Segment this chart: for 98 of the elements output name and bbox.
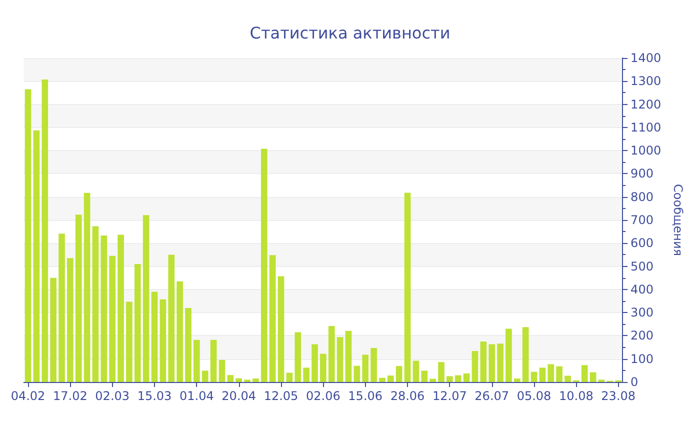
x-tick-label: 23.08 [601,389,636,403]
bar [336,337,344,382]
x-tick-label: 28.06 [390,389,425,403]
x-tick-label: 17.02 [53,389,88,403]
y-tick-label: 0 [630,375,638,389]
x-tick-label: 20.04 [222,389,256,403]
y-axis-title: Сообщения [671,184,685,256]
x-tick-label: 26.07 [474,389,510,403]
y-tick-label: 200 [630,328,654,343]
x-tick-label: 02.06 [306,389,340,403]
bar [530,372,538,382]
bar [514,378,520,382]
bar [126,302,132,382]
bar [438,362,444,382]
bar [202,370,208,382]
bar [590,372,596,382]
bar [430,378,436,382]
y-tick-label: 600 [630,236,654,250]
bar [50,278,56,382]
bar [227,375,234,382]
bar [548,364,554,382]
bar [354,366,360,382]
y-tick-label: 700 [630,213,654,227]
bar [286,372,293,382]
bar [396,366,402,382]
bar [134,264,141,382]
x-tick-label: 12.05 [264,389,298,403]
bar [218,360,226,382]
bar [345,330,352,382]
bar [185,308,192,382]
y-tick-label: 1100 [630,120,662,134]
bar [412,360,420,382]
bar [252,378,259,382]
bar [320,354,326,382]
bar [387,376,394,382]
bar [581,365,588,382]
bar [463,373,470,382]
x-tick-label: 15.06 [348,389,383,403]
x-tick-label: 02.03 [95,389,130,403]
bar [168,254,175,382]
bar [236,378,242,382]
bar [151,292,158,382]
bar [75,214,82,382]
x-tick-label: 10.08 [559,389,594,403]
bar [370,348,377,382]
bar [539,368,546,382]
bar [109,256,116,382]
bar [379,378,386,382]
y-tick-label: 300 [630,306,654,320]
bar [84,192,90,382]
y-tick-label: 800 [630,190,654,204]
bar [278,276,284,382]
bar [210,340,217,382]
bar [33,130,40,382]
bar [42,80,48,382]
bar [506,328,512,382]
y-tick-label: 400 [630,282,654,296]
x-tick-label: 05.08 [516,389,552,403]
bar [303,368,310,382]
bar [269,255,276,382]
bar [312,344,318,382]
bar [294,332,302,382]
bar [100,236,108,382]
bar [454,375,462,382]
bar [404,192,411,382]
bar [142,215,150,382]
bar [328,326,335,382]
bar [421,370,428,382]
y-tick-label: 1200 [630,97,662,112]
x-tick-label: 04.02 [10,389,46,403]
y-tick-label: 900 [630,166,654,181]
bar [260,148,268,382]
x-tick-label: 01.04 [180,389,214,403]
bar [24,89,32,382]
bar [58,234,65,382]
x-tick-label: 15.03 [137,389,172,403]
y-tick-label: 500 [630,259,654,274]
bar [194,340,200,382]
bar [472,350,478,382]
chart-title: Статистика активности [250,24,450,42]
bar [362,354,369,382]
bar [497,344,504,382]
bar [564,376,571,382]
bar [118,234,124,382]
bar [480,342,487,382]
y-tick-label: 1300 [630,74,662,88]
x-tick-label: 12.07 [432,389,467,403]
bar [446,376,453,382]
bar [67,258,74,382]
y-tick-label: 1400 [630,51,662,65]
bar [522,327,529,382]
bar [160,299,166,382]
bar [556,366,562,382]
bar [176,281,183,382]
bar [92,226,99,382]
y-tick-label: 1000 [630,144,662,158]
bar [488,344,496,382]
y-tick-label: 100 [630,352,654,366]
